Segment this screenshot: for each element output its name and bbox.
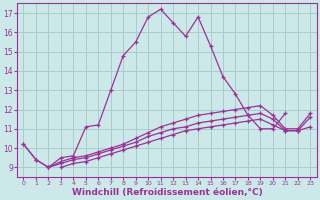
X-axis label: Windchill (Refroidissement éolien,°C): Windchill (Refroidissement éolien,°C) bbox=[72, 188, 262, 197]
